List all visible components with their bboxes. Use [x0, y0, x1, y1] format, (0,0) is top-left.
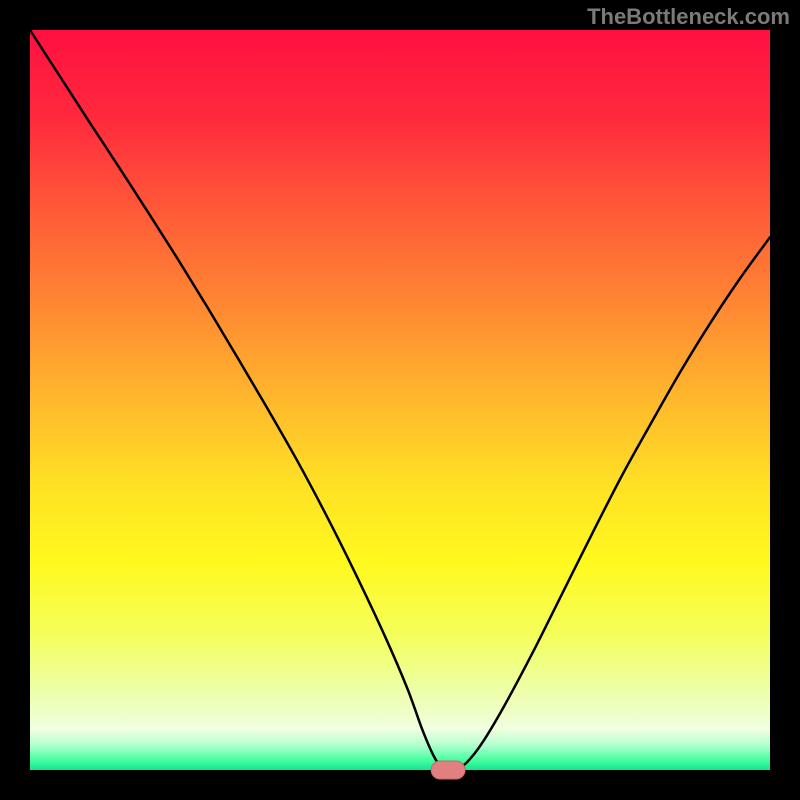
plot-background — [30, 30, 770, 770]
bottleneck-chart — [0, 0, 800, 800]
watermark-text: TheBottleneck.com — [587, 4, 790, 30]
chart-stage: TheBottleneck.com — [0, 0, 800, 800]
optimal-point-marker — [431, 761, 465, 779]
